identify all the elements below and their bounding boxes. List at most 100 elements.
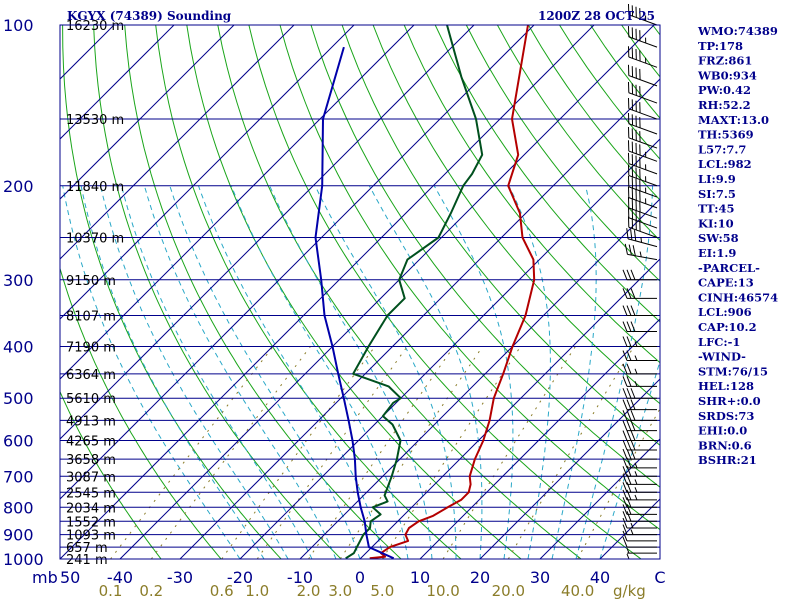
temperature-tick-label: -10 [287, 568, 313, 587]
wind-barb-feather [630, 321, 636, 332]
wind-barb [627, 140, 658, 162]
height-label: 3658 m [66, 453, 116, 468]
wind-barb-staff [628, 92, 658, 104]
isotherm-line [60, 25, 595, 559]
wind-barb-half-feather [634, 368, 638, 375]
pressure-tick-label: 700 [3, 467, 34, 486]
index-line: STM:76/15 [698, 364, 768, 378]
wind-barb-half-feather [634, 487, 638, 493]
wind-barb-staff [628, 108, 658, 120]
pressure-tick-label: 1000 [3, 550, 44, 569]
index-line: CAPE:13 [698, 276, 754, 290]
wind-barb [622, 457, 657, 469]
height-label: 8107 m [66, 310, 116, 325]
temperature-tick-label: -30 [167, 568, 193, 587]
wind-barb [622, 420, 657, 432]
index-line: LI:9.9 [698, 172, 736, 186]
height-label: 4913 m [66, 414, 116, 429]
wind-barb [627, 164, 658, 187]
wind-barb-feather [622, 524, 628, 535]
wind-barb-staff [628, 186, 658, 198]
wind-barb-half-feather [634, 381, 638, 387]
wind-barb-half-feather [630, 522, 634, 529]
temperature-tick-label: 10 [410, 568, 430, 587]
temperature-tick-label: 20 [470, 568, 490, 587]
wind-barb-feather [622, 504, 628, 515]
index-line: -PARCEL- [698, 261, 760, 275]
wind-barb [622, 466, 657, 477]
wind-barb-feather [622, 376, 628, 387]
height-label: 657 m [66, 541, 108, 556]
index-line: TH:5369 [698, 128, 754, 142]
wind-barb-feather [622, 363, 628, 375]
wind-barb-feather [626, 511, 632, 522]
wind-barb-half-feather [634, 494, 638, 501]
wind-barb [627, 152, 658, 175]
height-label: 16230 m [66, 19, 124, 34]
temperature-tick-label: 40 [590, 568, 610, 587]
height-label: 4265 m [66, 435, 116, 450]
index-line: TP:178 [698, 39, 743, 53]
wind-barb-feather [622, 448, 628, 460]
wind-barb-feather [622, 399, 628, 410]
index-line: KI:10 [698, 216, 734, 230]
wind-barb [622, 511, 657, 522]
mixing-ratio-tick-label: 0.6 [210, 582, 234, 600]
wind-barb-half-feather [626, 547, 630, 554]
wind-barb-feather [622, 466, 628, 477]
moist-adiabat-line [100, 185, 289, 559]
height-label: 3087 m [66, 470, 116, 485]
pressure-unit-label: mb [32, 568, 58, 587]
wind-barb-feather [626, 228, 629, 239]
wind-barb [627, 26, 658, 48]
mixing-ratio-tick-label: 0.1 [99, 582, 123, 600]
isotherm-line [60, 25, 175, 140]
wind-barb-staff [628, 36, 658, 48]
wind-barb-feather [622, 420, 628, 431]
wind-barb [622, 497, 657, 508]
chart-time: 1200Z 28 OCT 25 [538, 9, 655, 23]
wind-barb [627, 46, 658, 68]
wind-barb-feather [622, 430, 628, 441]
pressure-tick-label: 100 [3, 16, 34, 35]
height-label: 13530 m [66, 113, 124, 128]
wind-barb-half-feather [630, 529, 634, 535]
wind-barb [622, 410, 657, 421]
wind-barb-half-feather [634, 341, 638, 347]
isotherm-line [60, 25, 355, 320]
wind-barb-feather [626, 439, 632, 451]
index-line: BRN:0.6 [698, 438, 752, 452]
wind-barb-half-feather [639, 251, 642, 257]
mixing-ratio-tick-label: 5.0 [370, 582, 394, 600]
index-line: TT:45 [698, 202, 735, 216]
index-line: L57:7.7 [698, 142, 746, 156]
wind-barb-feather [622, 388, 628, 399]
mixing-ratio-unit-label: g/kg [613, 582, 646, 600]
moist-adiabat-line [169, 185, 361, 559]
wind-barb-feather [622, 497, 628, 508]
wind-barb-feather [626, 457, 632, 469]
index-line: WB0:934 [697, 68, 757, 82]
index-line: CAP:10.2 [698, 320, 757, 334]
wind-barb-half-feather [634, 355, 638, 361]
wind-barb-staff [628, 207, 658, 219]
wind-barb-feather [633, 230, 637, 241]
wind-barb-feather [622, 410, 628, 421]
wind-barb [622, 336, 657, 348]
wind-barb-half-feather [640, 237, 643, 243]
wind-barb-feather [624, 243, 628, 255]
isotherm-line [359, 258, 660, 559]
wind-barb-feather [630, 388, 636, 399]
index-line: BSHR:21 [698, 453, 757, 467]
wind-barb-feather [622, 336, 628, 347]
wind-barb-feather [622, 305, 628, 316]
wind-barb-feather [626, 288, 632, 299]
wind-barb [627, 176, 658, 198]
wind-barb-feather [622, 517, 628, 529]
wind-barb [622, 482, 657, 493]
wind-barb-feather [626, 489, 632, 501]
height-label: 5610 m [66, 392, 116, 407]
index-line: EI:1.9 [698, 246, 736, 260]
wind-barb-feather [626, 399, 632, 410]
